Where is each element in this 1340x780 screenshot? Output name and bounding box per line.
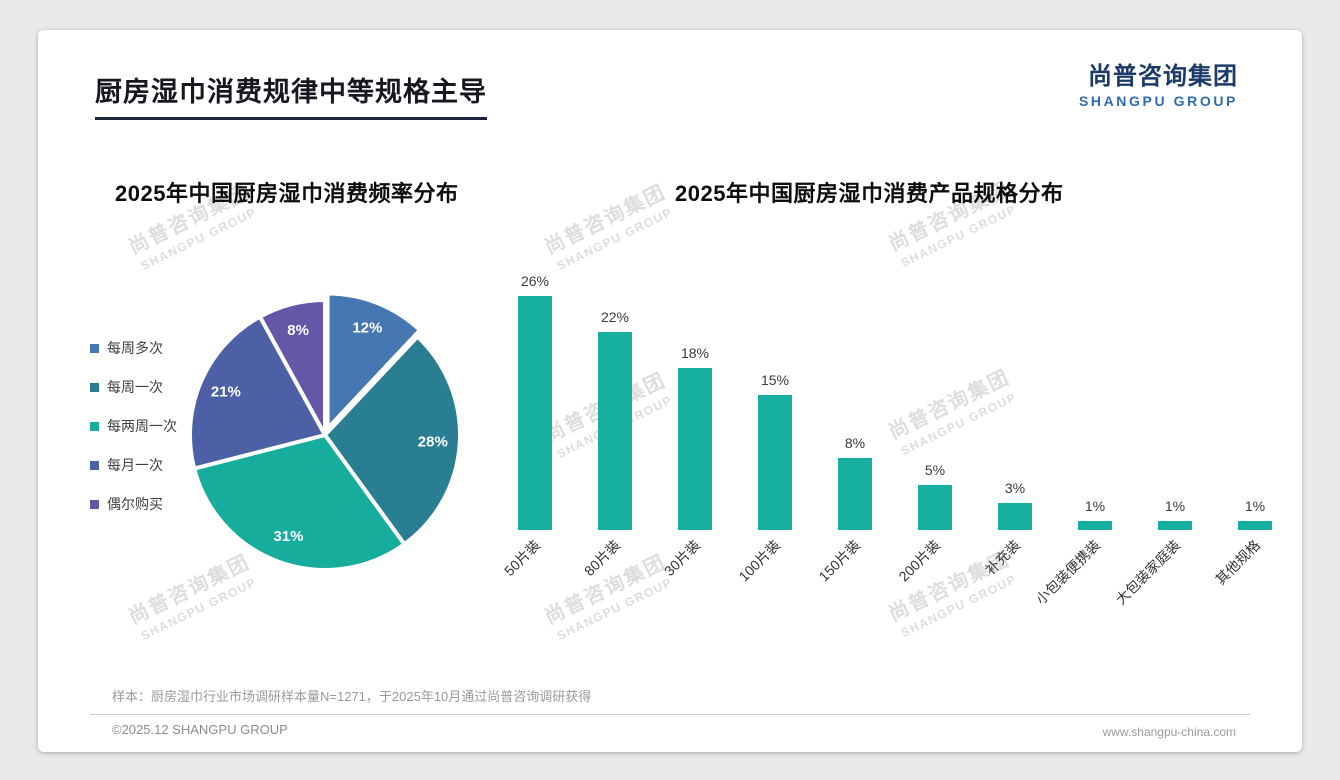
report-card: 尚普咨询集团 SHANGPU GROUP 尚普咨询集团 SHANGPU GROUP 尚普… [38, 30, 1302, 752]
bar-value-label: 15% [761, 372, 789, 388]
bar-value-label: 8% [845, 435, 865, 451]
legend-item: 偶尔购买 [90, 494, 177, 514]
footer-divider [90, 714, 1250, 715]
bar-category-label: 30片装 [661, 537, 703, 579]
pie-slice-label: 21% [211, 384, 241, 401]
legend-swatch [90, 382, 99, 392]
bar [998, 503, 1032, 530]
legend-item: 每月一次 [90, 455, 177, 475]
bar [1158, 521, 1192, 530]
page-title: 厨房湿巾消费规律中等规格主导 [95, 70, 487, 120]
bar [518, 296, 552, 530]
pie-slice-label: 28% [418, 433, 448, 450]
pie-slice-label: 12% [352, 320, 382, 337]
sample-note: 样本：厨房湿巾行业市场调研样本量N=1271，于2025年10月通过尚普咨询调研… [112, 689, 592, 704]
pie-slice [323, 334, 462, 547]
legend-label: 每两周一次 [107, 418, 177, 434]
bar [918, 485, 952, 530]
bar-category-label: 补充装 [982, 537, 1023, 578]
bar-value-label: 26% [521, 273, 549, 289]
pie-slice [188, 314, 327, 471]
bar-category-label: 200片装 [895, 537, 943, 585]
legend-label: 每周一次 [107, 379, 163, 395]
bar [1238, 521, 1272, 530]
legend-label: 每月一次 [107, 457, 163, 473]
pie-chart: 12% 28% 31% 21% 8% [188, 291, 462, 572]
pie-slice [325, 291, 422, 431]
website-text: www.shangpu-china.com [1102, 725, 1236, 739]
copyright-text: ©2025.12 SHANGPU GROUP [112, 722, 288, 737]
pie-slice [257, 298, 327, 437]
bar-category-label: 大包装家庭装 [1112, 537, 1183, 608]
legend-label: 偶尔购买 [107, 496, 163, 512]
legend-item: 每周多次 [90, 338, 177, 358]
bar-chart-title: 2025年中国厨房湿巾消费产品规格分布 [675, 181, 1064, 206]
bar-category-label: 50片装 [501, 537, 543, 579]
legend-swatch [90, 421, 99, 431]
bar-value-label: 1% [1085, 498, 1105, 514]
bar [598, 332, 632, 530]
pie-slice-label: 8% [287, 322, 309, 339]
bar-value-label: 3% [1005, 480, 1025, 496]
bar-value-label: 5% [925, 462, 945, 478]
logo-english-name: SHANGPU GROUP [1078, 93, 1238, 109]
bar [838, 458, 872, 530]
bar-category-label: 小包装便携装 [1032, 537, 1103, 608]
pie-legend: 每周多次每周一次每两周一次每月一次偶尔购买 [90, 338, 177, 533]
bar [758, 395, 792, 530]
bar-chart: 26% 50片装 22% 80片装 18% 30片装 15% 100片装 8% 150片装 5% 20… [501, 273, 1272, 608]
bar [1078, 521, 1112, 530]
bar-category-label: 其他规格 [1212, 537, 1263, 588]
legend-item: 每两周一次 [90, 416, 177, 436]
bar-value-label: 1% [1165, 498, 1185, 514]
pie-slice [192, 433, 407, 572]
legend-item: 每周一次 [90, 377, 177, 397]
bar-value-label: 22% [601, 309, 629, 325]
company-logo: 尚普咨询集团 SHANGPU GROUP [1079, 56, 1238, 109]
pie-slice-label: 31% [273, 528, 303, 545]
legend-swatch [90, 460, 99, 470]
legend-label: 每周多次 [107, 340, 163, 356]
pie-chart-title: 2025年中国厨房湿巾消费频率分布 [115, 181, 459, 206]
bar-category-label: 100片装 [735, 537, 783, 585]
legend-swatch [90, 343, 99, 353]
bar-category-label: 150片装 [815, 537, 863, 585]
bar [678, 368, 712, 530]
logo-chinese-name: 尚普咨询集团 [1088, 63, 1238, 90]
bar-value-label: 18% [681, 345, 709, 361]
bar-value-label: 1% [1245, 498, 1265, 514]
bar-category-label: 80片装 [581, 537, 623, 579]
legend-swatch [90, 499, 99, 509]
